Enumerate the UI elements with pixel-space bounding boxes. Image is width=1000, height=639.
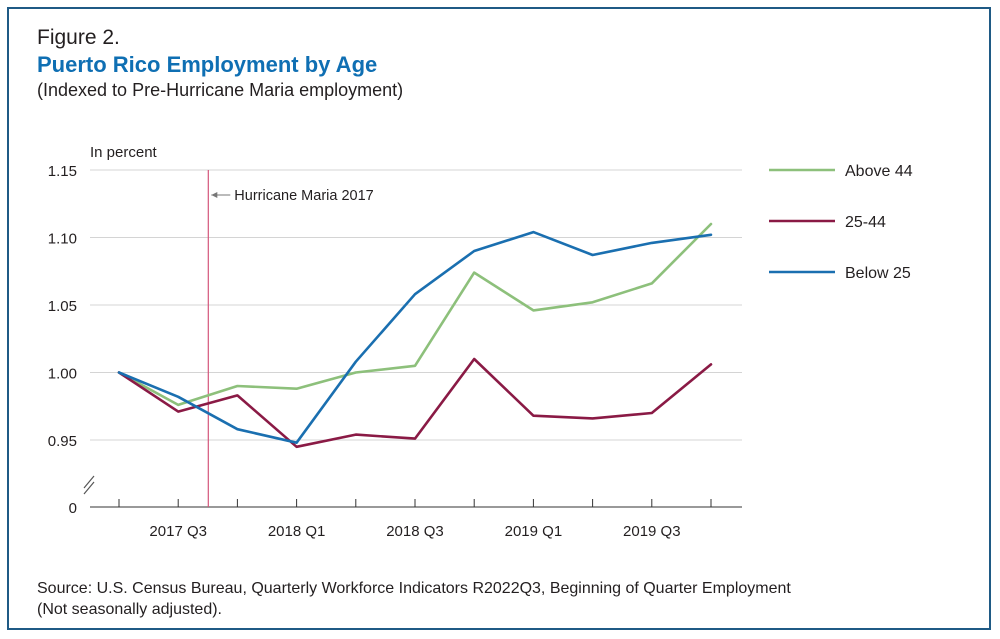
y-tick-label: 1.00: [48, 366, 77, 383]
figure-number: Figure 2.: [37, 26, 120, 49]
x-tick-label: 2019 Q1: [505, 523, 563, 540]
grid-lines: [90, 169, 742, 441]
hurricane-annotation: Hurricane Maria 2017: [207, 170, 374, 507]
source-line-1: Source: U.S. Census Bureau, Quarterly Wo…: [37, 580, 791, 597]
figure-title: Puerto Rico Employment by Age: [37, 52, 378, 77]
x-tick-label: 2017 Q3: [149, 523, 207, 540]
y-tick-labels: 0 0.95 1.00 1.05 1.10 1.15: [48, 163, 77, 517]
annotation-label: Hurricane Maria 2017: [234, 188, 373, 204]
y-tick-label: 0: [69, 500, 77, 517]
legend-label: 25-44: [845, 214, 886, 231]
y-tick-label: 1.10: [48, 231, 77, 248]
x-tick-label: 2019 Q3: [623, 523, 681, 540]
y-axis-label: In percent: [90, 144, 158, 161]
source-note: Source: U.S. Census Bureau, Quarterly Wo…: [37, 578, 937, 620]
legend-label: Above 44: [845, 163, 913, 180]
y-tick-label: 1.15: [48, 163, 77, 180]
x-tick-label: 2018 Q3: [386, 523, 444, 540]
x-tick-label: 2018 Q1: [268, 523, 326, 540]
y-tick-label: 0.95: [48, 433, 77, 450]
y-tick-label: 1.05: [48, 298, 77, 315]
series-lines: [117, 222, 713, 449]
axis-break-mark: [83, 475, 95, 489]
legend-label: Below 25: [845, 265, 911, 282]
axis-break-mark: [83, 481, 95, 495]
figure-subtitle: (Indexed to Pre-Hurricane Maria employme…: [37, 80, 404, 100]
x-axis: 2017 Q3 2018 Q1 2018 Q3 2019 Q1 2019 Q3: [83, 475, 742, 540]
legend: Above 44 25-44 Below 25: [769, 163, 913, 282]
series-line-25-44: [117, 357, 713, 449]
figure-frame: [7, 7, 991, 630]
series-line-below-25: [117, 230, 713, 445]
series-line-above-44: [117, 222, 713, 407]
source-line-2: (Not seasonally adjusted).: [37, 601, 222, 618]
annotation-arrowhead: [211, 192, 218, 198]
